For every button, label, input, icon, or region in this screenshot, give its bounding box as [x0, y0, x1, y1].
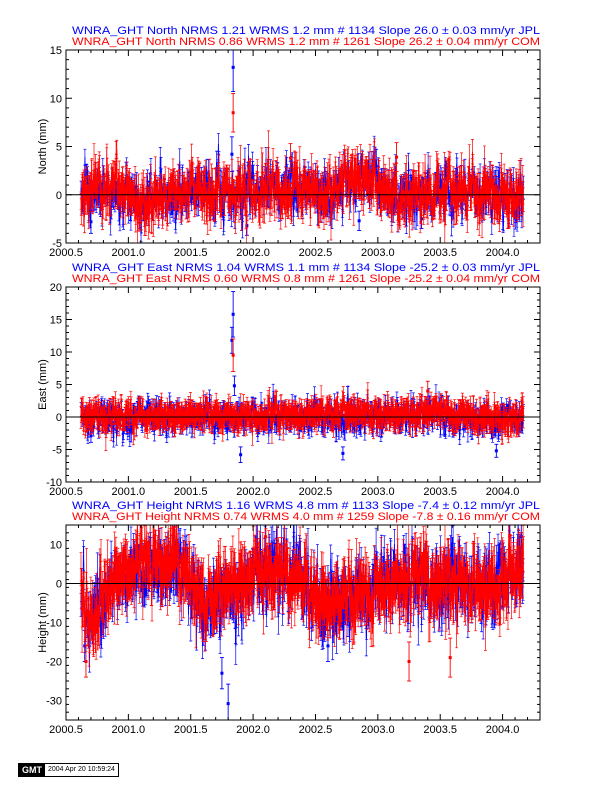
panel-3: WNRA_GHT Height NRMS 1.16 WRMS 4.8 mm # …	[37, 500, 541, 736]
y-tick-label: -5	[52, 445, 62, 457]
outlier-point-com-4	[263, 525, 268, 549]
x-tick-label: 2003.0	[361, 247, 395, 259]
y-axis-label: North (mm)	[37, 119, 49, 175]
y-tick-label: 0	[56, 190, 62, 202]
y-tick-label: 10	[50, 540, 62, 552]
y-tick-label: 0	[56, 579, 62, 591]
panel-1: WNRA_GHT North NRMS 1.21 WRMS 1.2 mm # 1…	[37, 25, 541, 259]
x-tick-label: 2000.5	[49, 247, 83, 259]
x-tick-label: 2001.0	[112, 486, 146, 498]
gmt-timestamp-stamp: GMT 2004 Apr 20 10:59:24	[18, 763, 119, 777]
outlier-point-jpl-5	[340, 446, 345, 461]
outlier-point-com-3	[394, 142, 399, 173]
x-tick-label: 2001.5	[174, 247, 208, 259]
title-line-2: WNRA_GHT North NRMS 0.86 WRMS 1.2 mm # 1…	[72, 36, 540, 48]
title-line-1: WNRA_GHT Height NRMS 1.16 WRMS 4.8 mm # …	[72, 500, 540, 512]
outlier-point-com-3	[83, 645, 88, 678]
x-tick-label: 2002.5	[299, 247, 333, 259]
x-tick-label: 2002.0	[236, 486, 270, 498]
outlier-point-jpl-6	[494, 443, 499, 458]
title-line-2: WNRA_GHT East NRMS 0.60 WRMS 0.8 mm # 12…	[72, 273, 540, 285]
y-axis-label: Height (mm)	[37, 592, 49, 653]
y-tick-label: 5	[56, 142, 62, 154]
outlier-point-jpl-1	[226, 683, 231, 720]
y-tick-label: 15	[50, 45, 62, 57]
y-tick-label: 5	[56, 380, 62, 392]
plot-frame	[65, 286, 541, 483]
series-com	[79, 338, 525, 452]
x-tick-label: 2002.5	[299, 486, 333, 498]
x-tick-label: 2003.0	[361, 724, 395, 736]
x-tick-label: 2001.5	[174, 486, 208, 498]
x-tick-label: 2003.0	[361, 486, 395, 498]
x-tick-label: 2004.0	[486, 247, 520, 259]
y-tick-label: 10	[50, 347, 62, 359]
data-layer	[79, 525, 525, 720]
y-tick-label: -20	[46, 657, 62, 669]
outlier-point-com-2	[425, 380, 430, 402]
series-line-com	[80, 146, 524, 229]
series-line-com	[80, 390, 524, 439]
series-com	[79, 92, 525, 243]
y-tick-label: 10	[50, 93, 62, 105]
y-tick-label: 20	[50, 282, 62, 294]
x-tick-label: 2003.5	[423, 247, 457, 259]
x-tick-label: 2001.5	[174, 724, 208, 736]
outlier-point-com-1	[231, 92, 236, 133]
title-line-1: WNRA_GHT East NRMS 1.04 WRMS 1.1 mm # 11…	[72, 262, 540, 274]
outlier-point-com-2	[448, 637, 453, 678]
data-layer	[79, 291, 525, 463]
outlier-point-jpl-3	[232, 375, 237, 396]
outlier-point-com-1	[407, 641, 412, 682]
title-line-1: WNRA_GHT North NRMS 1.21 WRMS 1.2 mm # 1…	[72, 25, 540, 37]
plot-timestamp: 2004 Apr 20 10:59:24	[48, 766, 115, 773]
x-tick-label: 2003.5	[423, 486, 457, 498]
x-tick-label: 2002.0	[236, 724, 270, 736]
outlier-point-jpl-5	[357, 210, 362, 231]
outlier-point-jpl-4	[238, 446, 243, 463]
x-tick-label: 2000.5	[49, 486, 83, 498]
x-tick-label: 2003.5	[423, 724, 457, 736]
y-axis-label: East (mm)	[37, 359, 49, 410]
data-layer	[79, 50, 525, 243]
outlier-point-com-2	[288, 143, 293, 174]
outlier-point-jpl-2	[229, 326, 234, 354]
x-tick-label: 2004.0	[486, 486, 520, 498]
title-line-2: WNRA_GHT Height NRMS 0.74 WRMS 4.0 mm # …	[72, 511, 540, 523]
y-tick-label: -10	[46, 618, 62, 630]
x-tick-label: 2001.0	[112, 247, 146, 259]
gmt-logo: GMT	[19, 764, 45, 776]
y-tick-label: 0	[56, 412, 62, 424]
x-tick-label: 2002.0	[236, 247, 270, 259]
x-tick-label: 2002.5	[299, 724, 333, 736]
panel-2: WNRA_GHT East NRMS 1.04 WRMS 1.1 mm # 11…	[37, 262, 541, 498]
x-tick-label: 2004.0	[486, 724, 520, 736]
y-tick-label: -5	[52, 238, 62, 250]
outlier-point-jpl-1	[231, 50, 236, 92]
y-tick-label: -10	[46, 477, 62, 489]
y-tick-label: -30	[46, 696, 62, 708]
y-tick-label: 15	[50, 315, 62, 327]
outlier-point-jpl-3	[219, 657, 224, 690]
x-tick-label: 2001.0	[112, 724, 146, 736]
x-tick-label: 2000.5	[49, 724, 83, 736]
outlier-point-com-1	[231, 338, 236, 372]
series-line-com	[80, 525, 524, 641]
